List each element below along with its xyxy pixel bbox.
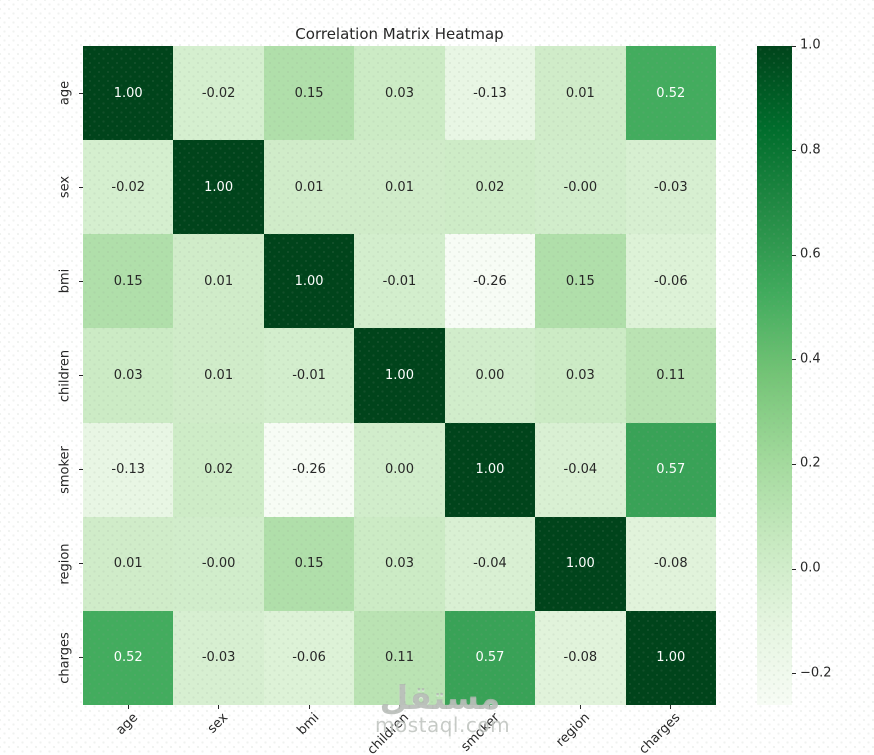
y-axis-tick-mark (79, 186, 83, 188)
heatmap-cell-smoker-smoker: 1.00 (444, 422, 536, 517)
heatmap-cell-children-sex: 0.01 (173, 328, 264, 423)
heatmap-cell-bmi-age: 0.15 (83, 234, 174, 329)
watermark-arabic-text: مستقل (379, 678, 501, 717)
y-axis-label-sex: sex (57, 176, 73, 199)
heatmap-cell-bmi-sex: 0.01 (173, 234, 264, 329)
heatmap-cell-smoker-region: -0.04 (535, 422, 626, 517)
colorbar-tick-mark (792, 568, 796, 570)
colorbar-tick-mark (792, 150, 796, 152)
heatmap-cell-children-region: 0.03 (535, 328, 626, 423)
colorbar-tick-label: 0.2 (800, 455, 821, 471)
colorbar-tick-mark (792, 359, 796, 361)
colorbar-tick-label: 0.0 (800, 560, 821, 576)
x-axis-label-region: region (553, 710, 594, 750)
y-axis-label-region: region (57, 543, 73, 585)
heatmap-cell-bmi-children: -0.01 (354, 234, 445, 329)
heatmap-cell-age-charges: 0.52 (625, 46, 716, 141)
heatmap-cell-sex-charges: -0.03 (625, 140, 716, 235)
x-axis-tick-mark (399, 705, 400, 709)
heatmap-cell-children-charges: 0.11 (625, 328, 716, 423)
heatmap-cell-sex-smoker: 0.02 (444, 140, 536, 235)
y-axis-tick-mark (79, 469, 83, 471)
heatmap-cell-charges-smoker: 0.57 (444, 610, 536, 705)
y-axis-label-smoker: smoker (57, 445, 73, 494)
y-axis-tick-mark (79, 375, 83, 376)
chart-title: Correlation Matrix Heatmap (295, 25, 504, 43)
heatmap-cell-charges-sex: -0.03 (173, 610, 264, 705)
heatmap-cell-bmi-charges: -0.06 (625, 234, 716, 329)
heatmap-cell-age-sex: -0.02 (173, 46, 264, 141)
heatmap-cell-sex-age: -0.02 (83, 140, 174, 235)
heatmap-cell-smoker-sex: 0.02 (173, 422, 264, 517)
heatmap-cell-sex-children: 0.01 (354, 140, 445, 235)
heatmap-grid: 1.00 -0.02 0.15 0.03 -0.13 0.01 0.52 -0.02 1.00 0… (83, 46, 716, 705)
watermark-domain-text: mostaql.com (375, 713, 511, 737)
x-axis-label-sex: sex (205, 710, 232, 737)
y-axis-label-charges: charges (57, 632, 73, 684)
heatmap-cell-region-charges: -0.08 (625, 516, 716, 611)
heatmap-cell-children-smoker: 0.00 (444, 328, 536, 423)
x-axis-tick-mark (670, 705, 672, 709)
heatmap-cell-bmi-smoker: -0.26 (444, 234, 536, 329)
heatmap-cell-smoker-charges: 0.57 (625, 422, 716, 517)
heatmap-cell-region-smoker: -0.04 (444, 516, 536, 611)
x-axis-label-bmi: bmi (294, 710, 322, 739)
heatmap-cell-region-region: 1.00 (535, 516, 626, 611)
colorbar-tick-label: 0.4 (800, 351, 821, 367)
heatmap-cell-children-bmi: -0.01 (263, 328, 355, 423)
heatmap-cell-bmi-region: 0.15 (535, 234, 626, 329)
x-axis-tick-mark (127, 705, 129, 709)
heatmap-cell-region-children: 0.03 (354, 516, 445, 611)
heatmap-cell-age-children: 0.03 (354, 46, 445, 141)
heatmap-cell-charges-age: 0.52 (83, 610, 174, 705)
heatmap-cell-smoker-age: -0.13 (83, 422, 174, 517)
heatmap-cell-children-age: 0.03 (83, 328, 174, 423)
heatmap-cell-charges-bmi: -0.06 (263, 610, 355, 705)
y-axis-tick-mark (79, 657, 83, 659)
colorbar-tick-label: −0.2 (800, 665, 832, 681)
heatmap-cell-bmi-bmi: 1.00 (263, 234, 355, 329)
heatmap-cell-children-children: 1.00 (354, 328, 445, 423)
y-axis-label-age: age (57, 80, 73, 106)
colorbar-tick-label: 1.0 (800, 37, 821, 53)
colorbar-tick-mark (792, 45, 796, 47)
x-axis-tick-mark (579, 705, 581, 709)
x-axis-tick-mark (489, 705, 491, 709)
colorbar-tick-label: 0.8 (800, 142, 821, 158)
x-axis-tick-mark (218, 705, 220, 709)
colorbar-gradient (757, 46, 792, 705)
heatmap-cell-age-bmi: 0.15 (263, 46, 355, 141)
y-axis-tick-mark (79, 563, 83, 565)
heatmap-cell-sex-region: -0.00 (535, 140, 626, 235)
heatmap-cell-sex-bmi: 0.01 (263, 140, 355, 235)
heatmap-cell-charges-children: 0.11 (354, 610, 445, 705)
colorbar-tick-mark (792, 673, 796, 675)
x-axis-tick-mark (308, 705, 310, 709)
heatmap-cell-region-age: 0.01 (83, 516, 174, 611)
heatmap-cell-age-smoker: -0.13 (444, 46, 536, 141)
colorbar-tick-label: 0.6 (800, 246, 821, 262)
y-axis-label-bmi: bmi (57, 269, 73, 294)
heatmap-cell-smoker-bmi: -0.26 (263, 422, 355, 517)
heatmap-cell-age-age: 1.00 (83, 46, 174, 141)
watermark: مستقل mostaql.com (375, 678, 511, 737)
heatmap-cell-region-bmi: 0.15 (263, 516, 355, 611)
heatmap-cell-smoker-children: 0.00 (354, 422, 445, 517)
y-axis-tick-mark (79, 280, 83, 282)
heatmap-cell-charges-charges: 1.00 (625, 610, 716, 705)
x-axis-label-age: age (113, 710, 142, 739)
y-axis-tick-mark (79, 92, 83, 94)
colorbar-tick-mark (792, 254, 796, 256)
heatmap-cell-charges-region: -0.08 (535, 610, 626, 705)
heatmap-cell-sex-sex: 1.00 (173, 140, 264, 235)
heatmap-cell-region-sex: -0.00 (173, 516, 264, 611)
colorbar-tick-mark (792, 463, 796, 465)
x-axis-label-charges: charges (636, 710, 684, 755)
heatmap-cell-age-region: 0.01 (535, 46, 626, 141)
y-axis-label-children: children (57, 349, 73, 402)
